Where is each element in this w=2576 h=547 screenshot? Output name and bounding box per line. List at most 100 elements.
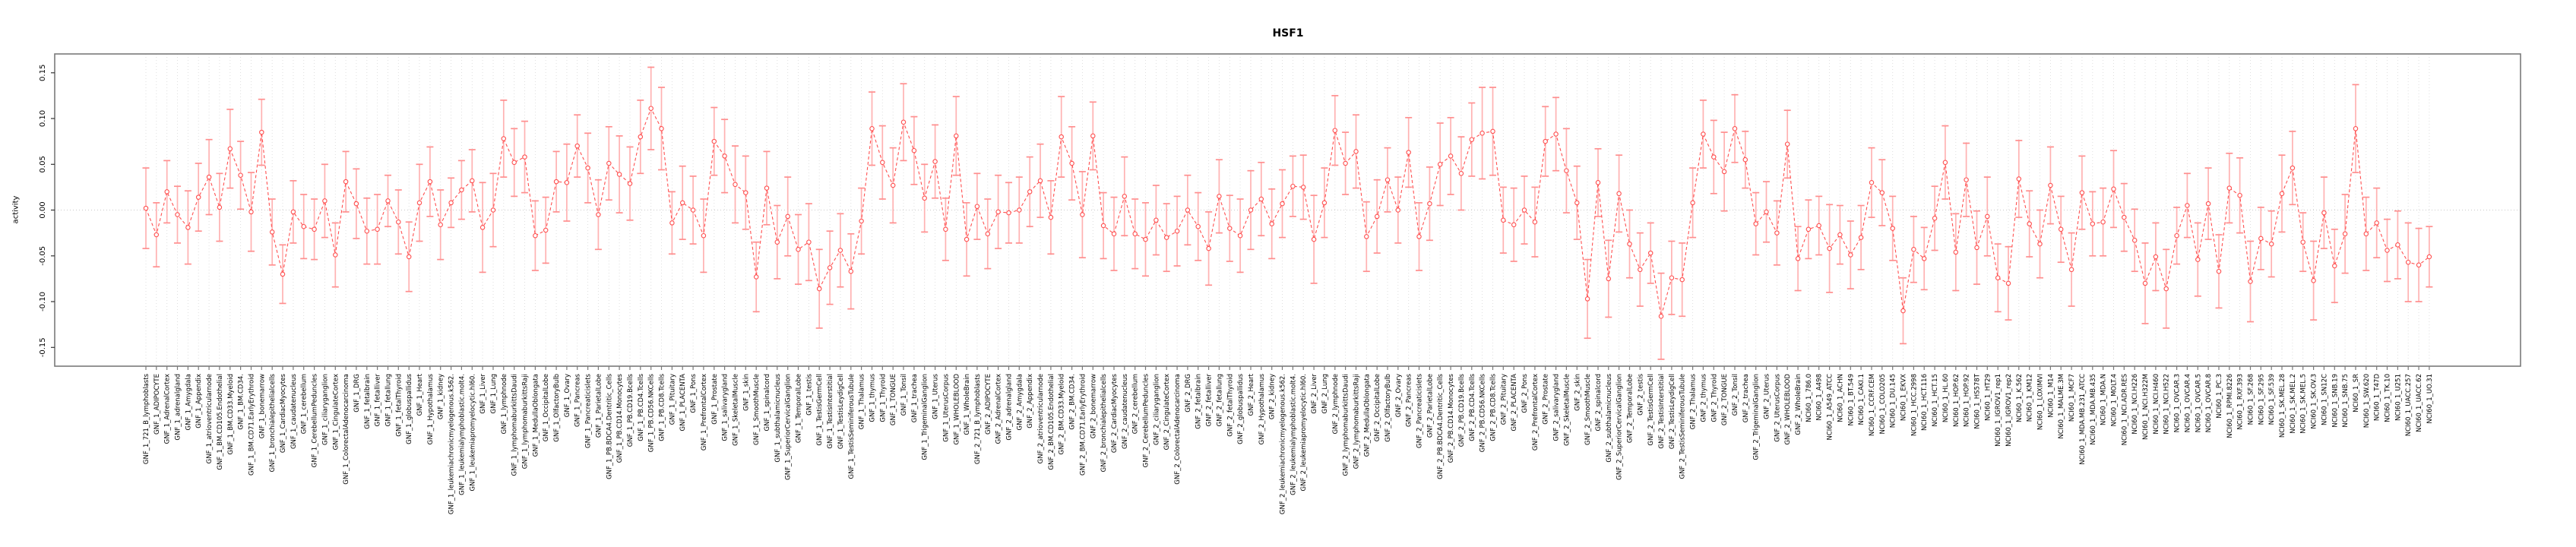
data-point-marker <box>2111 186 2116 192</box>
data-point-marker <box>1879 190 1885 195</box>
x-tick-label: NCI60_1_CCRF.CEM <box>1869 374 1876 436</box>
data-point-marker <box>175 212 180 217</box>
data-point-marker <box>164 189 169 194</box>
data-point-marker <box>1469 137 1475 142</box>
x-tick-label: GNF_1_TrigeminalGanglion <box>922 374 929 460</box>
data-point-marker <box>1458 171 1464 176</box>
x-tick-label: GNF_1_thymus <box>869 373 877 422</box>
data-point-marker <box>985 231 991 237</box>
data-point-marker <box>1564 168 1569 173</box>
data-point-marker <box>1332 128 1338 133</box>
x-tick-label: GNF_1_lymphomaburkittsDaudi <box>511 374 519 476</box>
data-point-marker <box>585 165 590 171</box>
y-tick-label: 0.10 <box>39 110 47 127</box>
data-point-marker <box>1248 207 1254 213</box>
x-tick-label: NCI60_1_DU.145 <box>1890 374 1897 428</box>
x-tick-label: GNF_2_PB.BDCA4.Dentritic_Cells <box>1437 373 1445 479</box>
data-point-marker <box>1185 207 1191 213</box>
x-tick-label: GNF_2_kidney <box>1269 374 1277 419</box>
data-point-marker <box>2048 182 2053 188</box>
x-tick-label: NCI60_1_NCI.ADR.RES <box>2121 374 2128 445</box>
x-tick-label: GNF_1_PB.CD19.Bcells <box>627 373 635 447</box>
x-tick-label: GNF_2_BM.CD34. <box>1069 374 1077 430</box>
data-point-marker <box>1858 235 1864 240</box>
data-point-marker <box>301 223 306 229</box>
chart-title: HSF1 <box>1272 27 1304 40</box>
data-point-marker <box>1647 250 1654 256</box>
data-point-marker <box>1258 196 1264 202</box>
x-tick-label: NCI60_1_SK.MEL.5 <box>2300 374 2308 434</box>
y-tick-label: -0.15 <box>39 337 47 357</box>
data-point-marker <box>1942 160 1948 166</box>
data-point-marker <box>880 160 885 166</box>
x-tick-label: GNF_2_OlfactoryBulb <box>1385 374 1392 442</box>
data-point-marker <box>2100 219 2106 225</box>
data-point-marker <box>1679 277 1685 283</box>
data-point-marker <box>679 200 685 206</box>
data-point-marker <box>1985 213 1990 220</box>
data-point-marker <box>1027 189 1033 194</box>
data-point-marker <box>859 218 864 224</box>
x-tick-label: NCI60_1_MOLT.4 <box>2111 374 2119 426</box>
x-tick-label: GNF_1_TemporalLobe <box>796 374 803 443</box>
x-tick-label: NCI60_1_HCT.15 <box>1932 374 1939 427</box>
x-tick-label: GNF_2_TONGUE <box>1721 374 1729 425</box>
x-tick-label: GNF_1_leukemiapromyelocytic.hl60. <box>469 374 476 491</box>
data-point-marker <box>1964 177 1969 182</box>
data-point-marker <box>2321 210 2327 216</box>
data-point-marker <box>2342 231 2348 237</box>
x-tick-label: NCI60_1_A498 <box>1816 374 1824 421</box>
x-tick-label: GNF_2_lymphomaburkittsDaudi <box>1343 374 1350 476</box>
data-point-marker <box>627 181 633 186</box>
x-tick-label: NCI60_1_786.0 <box>1805 374 1813 422</box>
data-point-marker <box>143 205 149 211</box>
data-point-marker <box>2068 267 2074 273</box>
x-tick-label: GNF_1_CingulateCortex <box>332 374 340 450</box>
data-point-marker <box>2005 280 2011 286</box>
data-point-marker <box>995 209 1001 215</box>
data-point-marker <box>806 239 812 245</box>
data-point-marker <box>1616 191 1622 197</box>
x-tick-label: NCI60_1_MCF7 <box>2068 374 2076 422</box>
x-tick-label: GNF_2_Pituitary <box>1500 374 1508 425</box>
data-point-marker <box>290 209 296 215</box>
data-point-marker <box>1290 183 1296 189</box>
x-tick-label: NCI60_1_T47D <box>2374 374 2381 422</box>
data-point-marker <box>416 200 422 206</box>
x-tick-label: GNF_1_ADIPOCYTE <box>153 374 161 435</box>
data-point-marker <box>900 119 907 125</box>
data-point-marker <box>1627 241 1632 247</box>
data-point-marker <box>1974 245 1979 251</box>
data-point-marker <box>2174 232 2179 239</box>
x-tick-label: GNF_1_leukemiachronicmyelogenous.k562. <box>448 374 456 514</box>
x-tick-label: GNF_1_ParietalLobe <box>595 374 603 438</box>
x-tick-label: GNF_1_AdrenalCortex <box>164 374 172 444</box>
x-tick-label: GNF_1_trachea <box>911 374 919 422</box>
x-tick-label: NCI60_1_SK.MEL.2 <box>2290 374 2297 434</box>
x-tick-label: NCI60_1_KM12 <box>2027 374 2034 422</box>
x-tick-label: GNF_1_CardiacMyocytes <box>280 373 287 453</box>
x-tick-label: GNF_1_SuperiorCervicalGanglion <box>785 374 793 480</box>
data-point-marker <box>837 248 843 253</box>
x-tick-label: GNF_1_PrefrontalCortex <box>701 374 708 451</box>
data-point-marker <box>1638 267 1643 273</box>
data-point-marker <box>459 187 464 193</box>
x-tick-label: GNF_1_adrenalgland <box>175 374 182 441</box>
x-tick-label: GNF_1_Hypothalamus <box>427 373 435 444</box>
data-point-marker <box>2237 192 2242 198</box>
x-tick-label: GNF_2_atrioventricularnode <box>1037 374 1045 463</box>
x-tick-label: NCI60_1_OVCAR.5 <box>2195 374 2202 432</box>
x-tick-label: GNF_1_TestisGermCell <box>816 374 824 446</box>
x-tick-label: GNF_1_BM.CD33.Myeloid <box>227 374 235 455</box>
data-point-marker <box>1069 160 1074 166</box>
x-tick-label: GNF_2_Amygdala <box>1016 374 1024 430</box>
x-tick-label: NCI60_1_MDA.MB.435 <box>2090 374 2097 445</box>
data-point-marker <box>333 252 338 258</box>
data-point-marker <box>185 225 191 230</box>
data-point-marker <box>1321 200 1328 206</box>
x-tick-label: GNF_2_WholeBrain <box>1795 374 1802 435</box>
x-tick-label: GNF_2_fetalThyroid <box>1226 374 1234 437</box>
x-tick-label: NCI60_1_IGROV1_rep1 <box>1995 374 2002 447</box>
data-point-marker <box>753 274 759 280</box>
